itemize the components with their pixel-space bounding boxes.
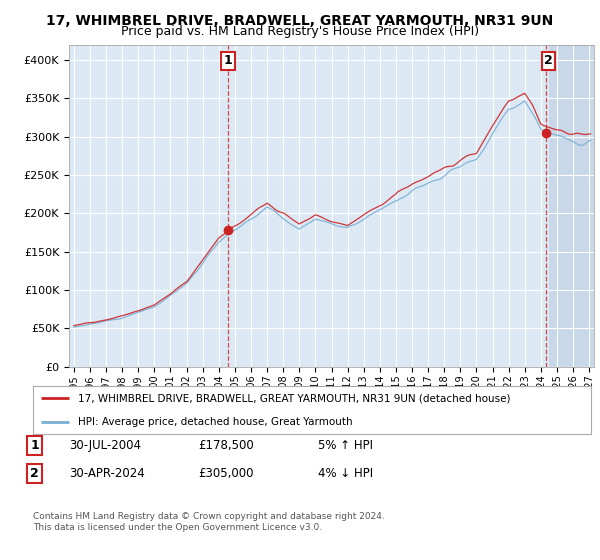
Text: 5% ↑ HPI: 5% ↑ HPI (318, 438, 373, 452)
Text: 4% ↓ HPI: 4% ↓ HPI (318, 466, 373, 480)
Text: Price paid vs. HM Land Registry's House Price Index (HPI): Price paid vs. HM Land Registry's House … (121, 25, 479, 38)
Text: 30-APR-2024: 30-APR-2024 (69, 466, 145, 480)
Text: 2: 2 (31, 466, 39, 480)
Bar (549, 45, 597, 367)
Text: £178,500: £178,500 (198, 438, 254, 452)
Text: 1: 1 (224, 54, 232, 67)
Text: 2: 2 (544, 54, 553, 67)
Text: £305,000: £305,000 (198, 466, 254, 480)
Text: 17, WHIMBREL DRIVE, BRADWELL, GREAT YARMOUTH, NR31 9UN: 17, WHIMBREL DRIVE, BRADWELL, GREAT YARM… (46, 14, 554, 28)
Text: 30-JUL-2004: 30-JUL-2004 (69, 438, 141, 452)
Text: 1: 1 (31, 438, 39, 452)
Text: HPI: Average price, detached house, Great Yarmouth: HPI: Average price, detached house, Grea… (77, 417, 352, 427)
Text: Contains HM Land Registry data © Crown copyright and database right 2024.
This d: Contains HM Land Registry data © Crown c… (33, 512, 385, 532)
Text: 17, WHIMBREL DRIVE, BRADWELL, GREAT YARMOUTH, NR31 9UN (detached house): 17, WHIMBREL DRIVE, BRADWELL, GREAT YARM… (77, 393, 510, 403)
